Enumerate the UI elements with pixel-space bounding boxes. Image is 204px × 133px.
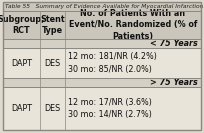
- Text: No. of Patients With an
Event/No. Randomized (% of
Patients): No. of Patients With an Event/No. Random…: [69, 9, 197, 41]
- Bar: [3, 78, 201, 87]
- Text: < 75 Years: < 75 Years: [150, 39, 198, 48]
- Text: Table 55   Summary of Evidence Available for Myocardial Infarction by Age Group.: Table 55 Summary of Evidence Available f…: [5, 4, 204, 9]
- Text: Subgroup,
RCT: Subgroup, RCT: [0, 15, 45, 35]
- Bar: [3, 39, 201, 48]
- Text: DAPT: DAPT: [11, 59, 32, 68]
- Text: 12 mo: 17/NR (3.6%)
30 mo: 14/NR (2.7%): 12 mo: 17/NR (3.6%) 30 mo: 14/NR (2.7%): [68, 98, 152, 119]
- Text: Stent
Type: Stent Type: [40, 15, 65, 35]
- Bar: [3, 2, 201, 11]
- Bar: [3, 48, 201, 78]
- Bar: [3, 87, 201, 130]
- Text: DES: DES: [44, 59, 61, 68]
- Bar: [3, 11, 201, 39]
- Text: > 75 Years: > 75 Years: [150, 78, 198, 87]
- Text: DES: DES: [44, 104, 61, 113]
- Text: 12 mo: 181/NR (4.2%)
30 mo: 85/NR (2.0%): 12 mo: 181/NR (4.2%) 30 mo: 85/NR (2.0%): [68, 52, 157, 74]
- Text: DAPT: DAPT: [11, 104, 32, 113]
